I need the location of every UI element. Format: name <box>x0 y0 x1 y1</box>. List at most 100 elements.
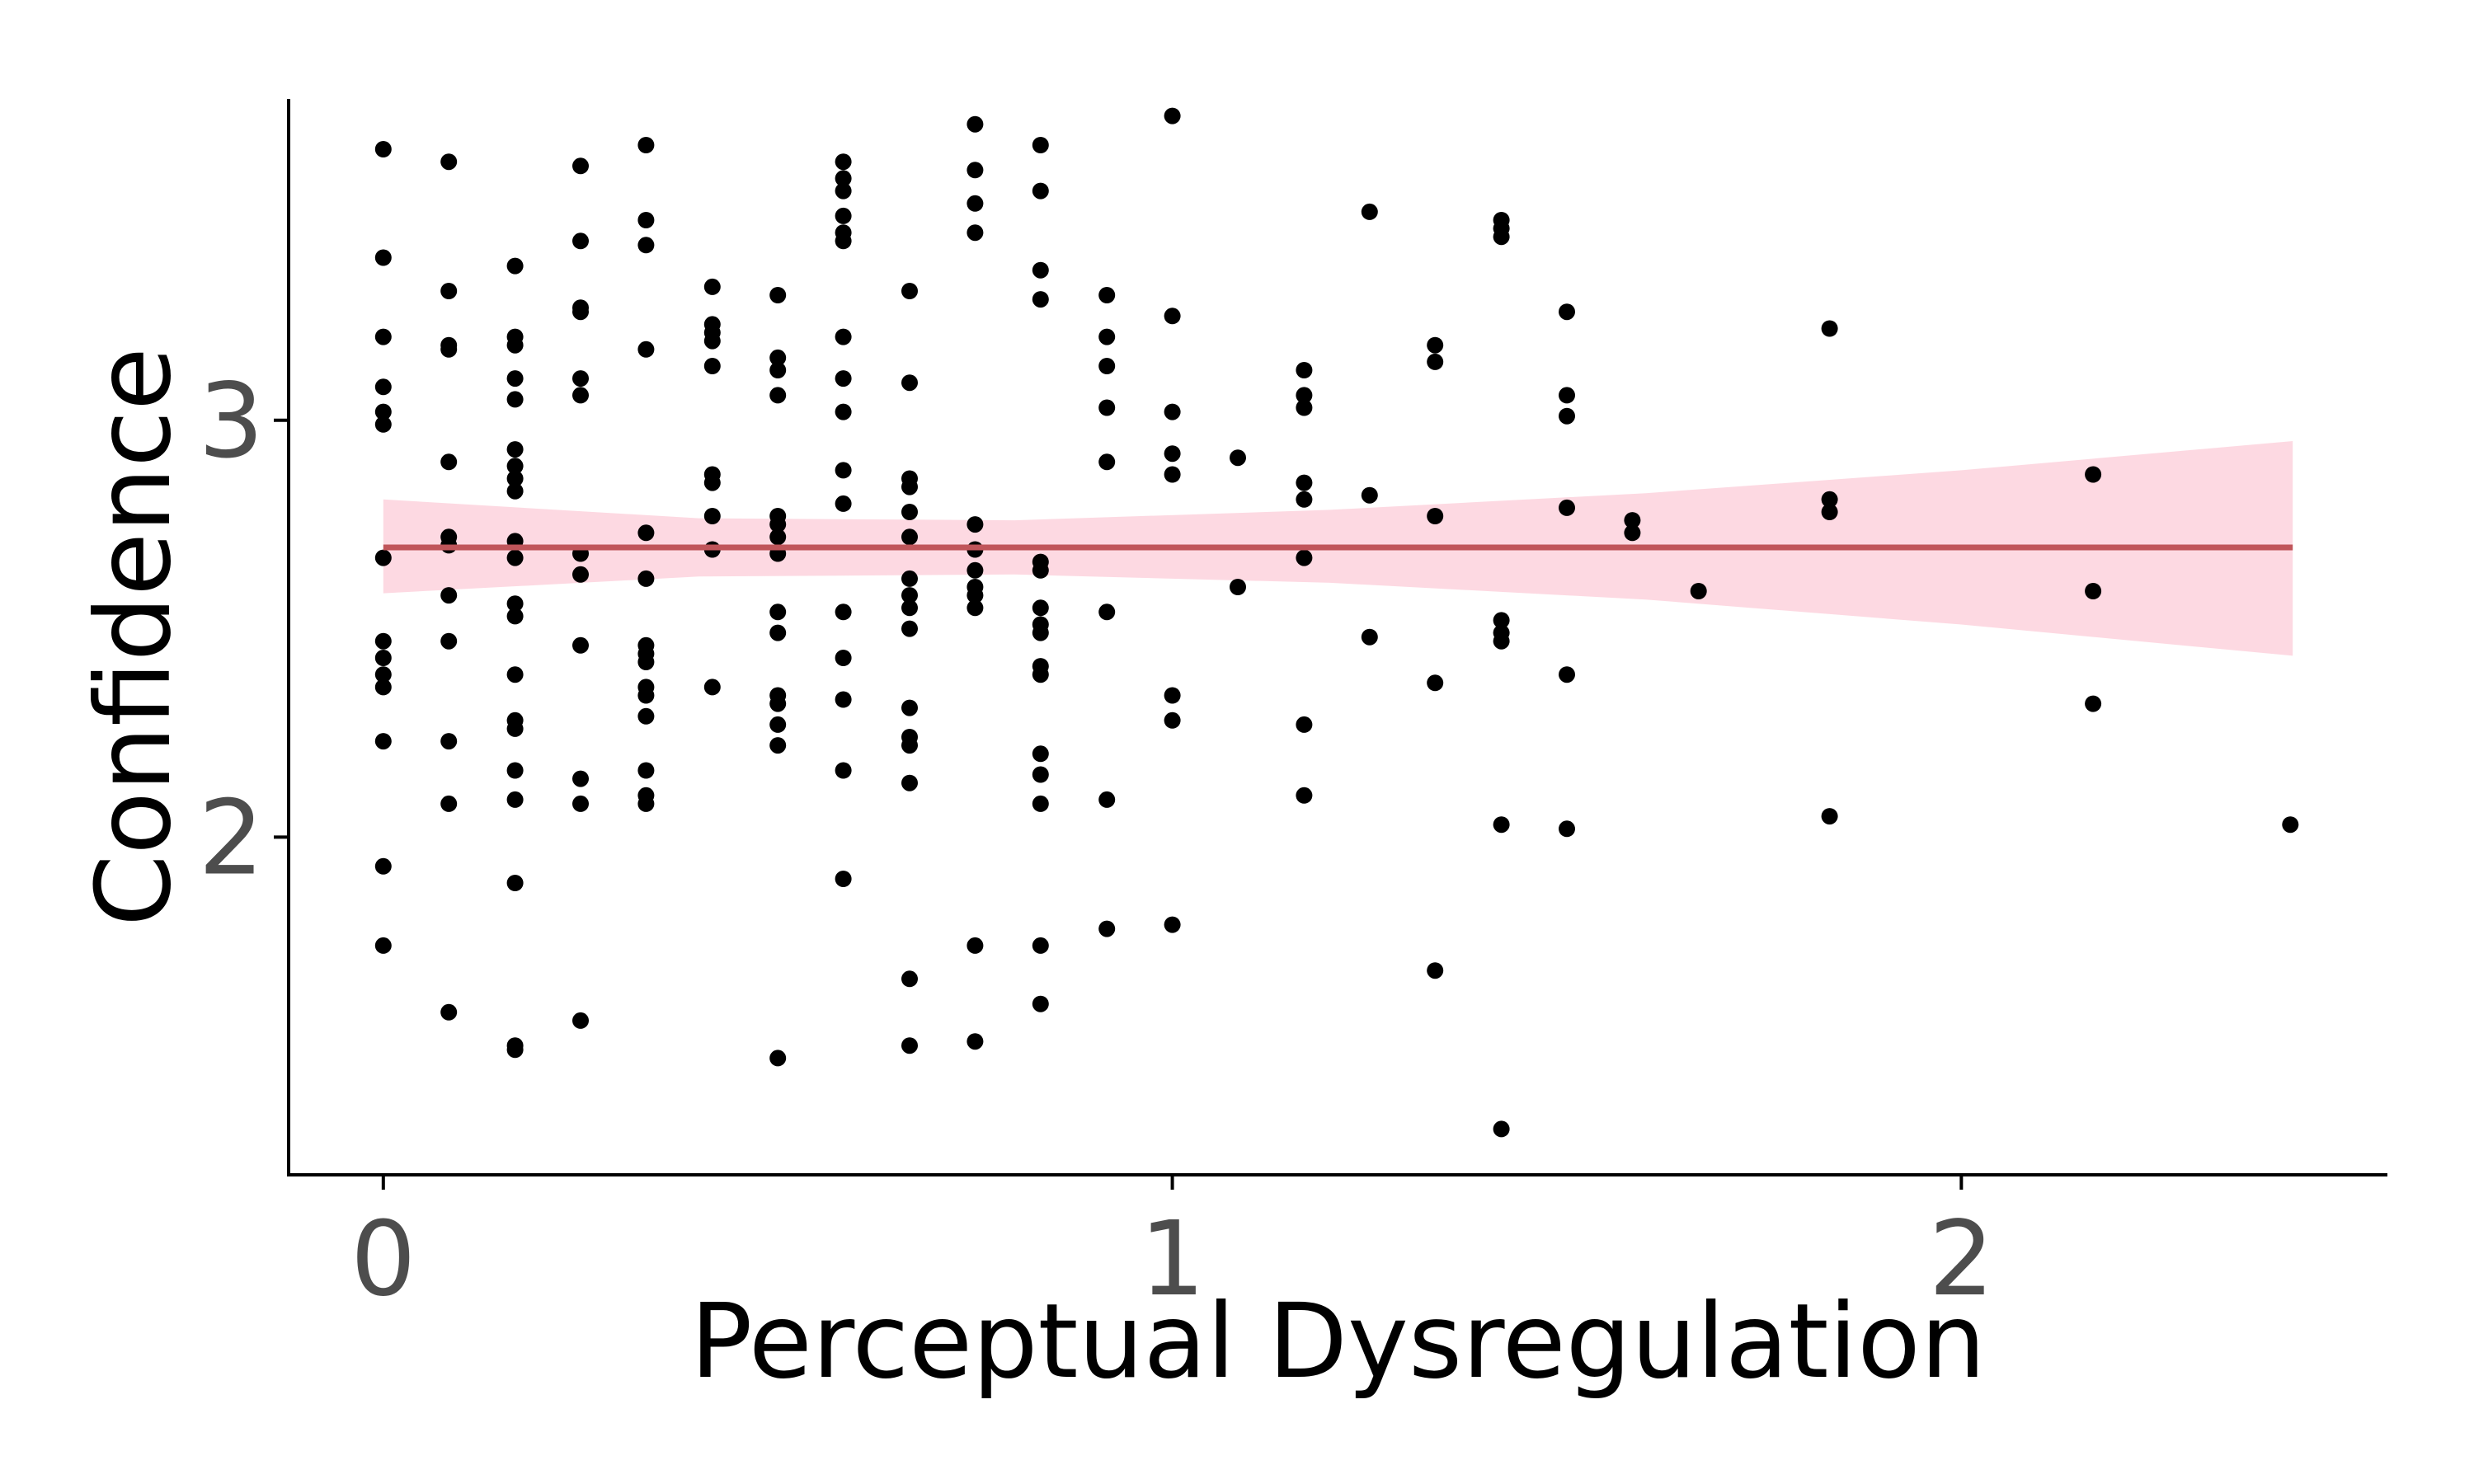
data-point <box>1032 995 1049 1012</box>
data-point <box>769 737 787 754</box>
data-point <box>1821 504 1838 520</box>
data-point <box>506 608 524 625</box>
data-point <box>1821 808 1838 825</box>
data-point <box>835 650 852 666</box>
data-point <box>901 699 918 716</box>
data-point <box>572 157 589 175</box>
data-point <box>1032 745 1049 763</box>
data-point <box>835 170 852 187</box>
data-point <box>901 587 918 604</box>
data-point <box>769 349 787 366</box>
data-point <box>967 1033 984 1050</box>
data-point <box>1032 937 1049 954</box>
data-point <box>901 478 918 495</box>
data-point <box>506 470 524 487</box>
data-point <box>1559 820 1575 838</box>
data-point <box>506 595 524 613</box>
data-point <box>1821 491 1838 508</box>
data-point <box>1098 920 1116 937</box>
data-point <box>506 257 524 275</box>
data-point <box>506 720 524 737</box>
data-point <box>703 679 721 696</box>
data-point <box>506 791 524 808</box>
data-point <box>703 278 721 295</box>
data-point <box>901 970 918 988</box>
data-point <box>374 549 392 566</box>
data-point <box>1032 624 1049 641</box>
data-point <box>967 599 984 617</box>
data-point <box>637 340 655 358</box>
data-point <box>440 153 458 171</box>
data-point <box>901 620 918 637</box>
data-point <box>769 362 787 378</box>
data-point <box>835 207 852 224</box>
data-point <box>374 378 392 396</box>
data-point <box>835 871 852 887</box>
data-point <box>1624 512 1641 529</box>
data-point <box>1164 445 1181 463</box>
data-point <box>1296 716 1313 733</box>
data-point <box>572 636 589 654</box>
y-tick-label: 3 <box>198 362 264 481</box>
y-ticks: 23 <box>198 362 289 898</box>
data-point <box>506 441 524 458</box>
data-point <box>769 528 787 546</box>
x-tick-label: 0 <box>350 1200 416 1319</box>
data-point <box>572 387 589 404</box>
data-point <box>1032 261 1049 279</box>
y-tick-label: 2 <box>198 778 264 898</box>
data-point <box>1098 287 1116 303</box>
data-point <box>967 937 984 954</box>
data-point <box>1098 453 1116 471</box>
data-point <box>637 524 655 542</box>
data-point <box>440 340 458 358</box>
data-point <box>2085 466 2102 483</box>
data-point <box>572 795 589 812</box>
data-point <box>703 332 721 350</box>
data-point <box>769 387 787 404</box>
data-point <box>835 328 852 345</box>
data-point <box>1164 466 1181 483</box>
data-point <box>703 508 721 524</box>
data-point <box>1230 449 1246 467</box>
data-point <box>835 182 852 200</box>
data-point <box>1493 612 1510 629</box>
data-point <box>374 403 392 420</box>
data-point <box>1098 328 1116 345</box>
data-point <box>440 795 458 812</box>
data-point <box>769 287 787 303</box>
data-point <box>506 336 524 354</box>
data-point <box>374 937 392 954</box>
data-point <box>1559 499 1575 516</box>
data-point <box>967 587 984 604</box>
data-point <box>1559 407 1575 425</box>
data-point <box>637 762 655 779</box>
data-point <box>440 733 458 750</box>
data-point <box>572 770 589 787</box>
data-point <box>835 232 852 250</box>
data-point <box>835 403 852 420</box>
data-point <box>374 857 392 875</box>
data-point <box>835 495 852 512</box>
data-point <box>835 462 852 479</box>
data-point <box>2085 583 2102 599</box>
data-point <box>374 632 392 650</box>
data-point <box>440 587 458 604</box>
data-point <box>374 733 392 750</box>
data-point <box>572 303 589 321</box>
data-point <box>1164 308 1181 325</box>
data-point <box>1032 137 1049 153</box>
data-point <box>1427 674 1444 692</box>
data-point <box>835 762 852 779</box>
data-point <box>1361 486 1378 504</box>
data-point <box>901 1037 918 1054</box>
data-point <box>506 875 524 891</box>
data-point <box>506 1041 524 1059</box>
data-point <box>374 650 392 666</box>
data-point <box>1821 320 1838 337</box>
data-point <box>1559 387 1575 404</box>
data-point <box>1690 583 1707 599</box>
data-point <box>901 599 918 617</box>
data-point <box>1361 628 1378 646</box>
data-point <box>1559 666 1575 683</box>
